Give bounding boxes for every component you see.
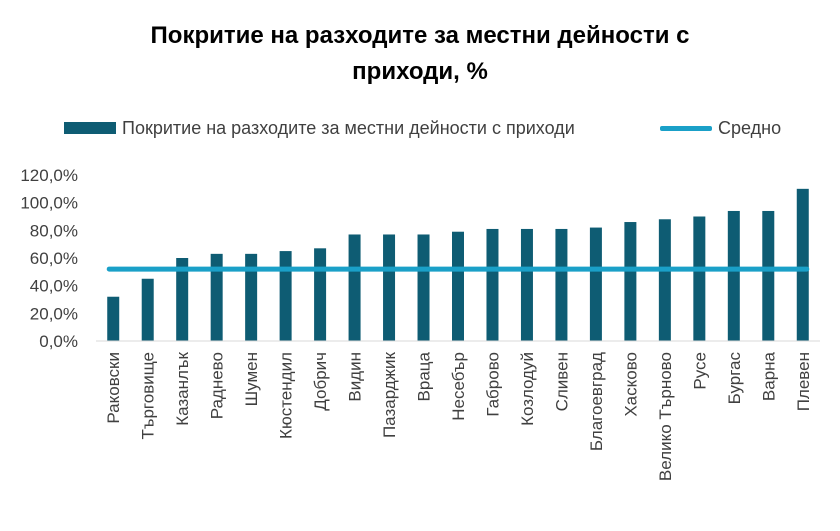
x-tick-label: Варна (759, 351, 778, 401)
bar-14 (555, 228, 568, 341)
chart-title-line-2: приходи, % (352, 58, 488, 85)
x-tick-label: Кюстендил (277, 352, 296, 439)
bar-2 (141, 278, 154, 341)
bar-15 (589, 227, 602, 341)
legend-item-bars: Покритие на разходите за местни дейности… (64, 116, 575, 140)
x-tick-label: Велико Търново (656, 352, 675, 481)
bar-6 (279, 251, 292, 341)
x-tick-label: Казанлък (173, 351, 192, 425)
x-tick-label: Шумен (242, 352, 261, 406)
x-tick-label: Видин (346, 352, 365, 402)
bar-7 (314, 248, 327, 341)
y-tick-label: 120,0% (20, 166, 78, 185)
bar-12 (486, 228, 499, 341)
x-tick-label: Бургас (725, 352, 744, 405)
x-tick-label: Раковски (104, 352, 123, 424)
bar-8 (348, 234, 361, 341)
bar-5 (245, 253, 258, 341)
bar-3 (176, 258, 189, 341)
bar-16 (624, 222, 637, 341)
bar-20 (762, 210, 775, 341)
legend-label-average: Средно (718, 117, 782, 138)
x-tick-label: Козлодуй (518, 352, 537, 426)
y-tick-label: 60,0% (30, 249, 78, 268)
x-tick-label: Благоевград (587, 352, 606, 451)
x-tick-label: Търговище (139, 352, 158, 440)
bar-21 (796, 188, 809, 341)
legend-swatch-average (660, 125, 712, 131)
x-axis: Раковски Търговище Казанлък Раднево Шумен Кюс… (96, 340, 820, 481)
y-axis: 0,0% 20,0% 40,0% 60,0% 80,0% 100,0% 120,0% (20, 166, 78, 351)
y-tick-label: 100,0% (20, 194, 78, 213)
bar-11 (452, 231, 464, 341)
bar-series (107, 188, 809, 341)
x-tick-label: Плевен (794, 352, 813, 411)
bar-18 (693, 216, 706, 341)
chart-legend: Покритие на разходите за местни дейности… (0, 116, 840, 140)
x-tick-label: Сливен (552, 352, 571, 411)
bar-10 (417, 234, 430, 341)
y-tick-label: 20,0% (30, 304, 78, 323)
x-tick-label: Несебър (449, 352, 468, 421)
x-tick-label: Габрово (483, 352, 502, 417)
x-tick-label: Русе (690, 352, 709, 390)
x-tick-label: Добрич (311, 352, 330, 411)
x-tick-label: Хасково (621, 352, 640, 417)
x-tick-label: Раднево (208, 352, 227, 419)
y-tick-label: 0,0% (39, 332, 78, 351)
bar-4 (210, 253, 223, 341)
chart-title-line-1: Покритие на разходите за местни дейности… (150, 22, 690, 49)
y-tick-label: 40,0% (30, 277, 78, 296)
bar-9 (383, 234, 396, 341)
x-tick-label: Пазарджик (380, 351, 399, 438)
y-tick-label: 80,0% (30, 221, 78, 240)
chart-title: Покритие на разходите за местни дейности… (0, 18, 840, 90)
bar-17 (658, 219, 671, 341)
x-tick-label: Враца (415, 351, 434, 401)
legend-label-bars: Покритие на разходите за местни дейности… (122, 117, 575, 138)
bar-13 (520, 228, 533, 341)
bar-19 (727, 210, 740, 341)
bar-1 (107, 296, 120, 341)
legend-item-average: Средно (660, 116, 781, 140)
legend-swatch-bars (64, 122, 116, 134)
